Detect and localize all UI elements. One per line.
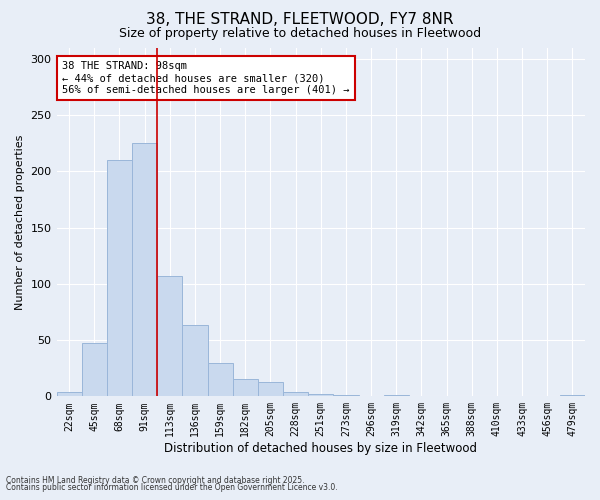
Bar [132, 143, 157, 397]
Y-axis label: Number of detached properties: Number of detached properties [15, 134, 25, 310]
Bar [56, 392, 82, 396]
Bar [107, 160, 132, 396]
X-axis label: Distribution of detached houses by size in Fleetwood: Distribution of detached houses by size … [164, 442, 477, 455]
Text: Contains public sector information licensed under the Open Government Licence v3: Contains public sector information licen… [6, 484, 338, 492]
Bar [82, 344, 107, 396]
Bar [334, 395, 359, 396]
Bar [208, 362, 233, 396]
Bar [258, 382, 283, 396]
Bar [233, 380, 258, 396]
Bar [157, 276, 182, 396]
Bar [560, 395, 585, 396]
Bar [182, 326, 208, 396]
Text: Contains HM Land Registry data © Crown copyright and database right 2025.: Contains HM Land Registry data © Crown c… [6, 476, 305, 485]
Text: 38 THE STRAND: 98sqm
← 44% of detached houses are smaller (320)
56% of semi-deta: 38 THE STRAND: 98sqm ← 44% of detached h… [62, 62, 349, 94]
Text: Size of property relative to detached houses in Fleetwood: Size of property relative to detached ho… [119, 28, 481, 40]
Bar [383, 395, 409, 396]
Bar [283, 392, 308, 396]
Bar [308, 394, 334, 396]
Text: 38, THE STRAND, FLEETWOOD, FY7 8NR: 38, THE STRAND, FLEETWOOD, FY7 8NR [146, 12, 454, 28]
